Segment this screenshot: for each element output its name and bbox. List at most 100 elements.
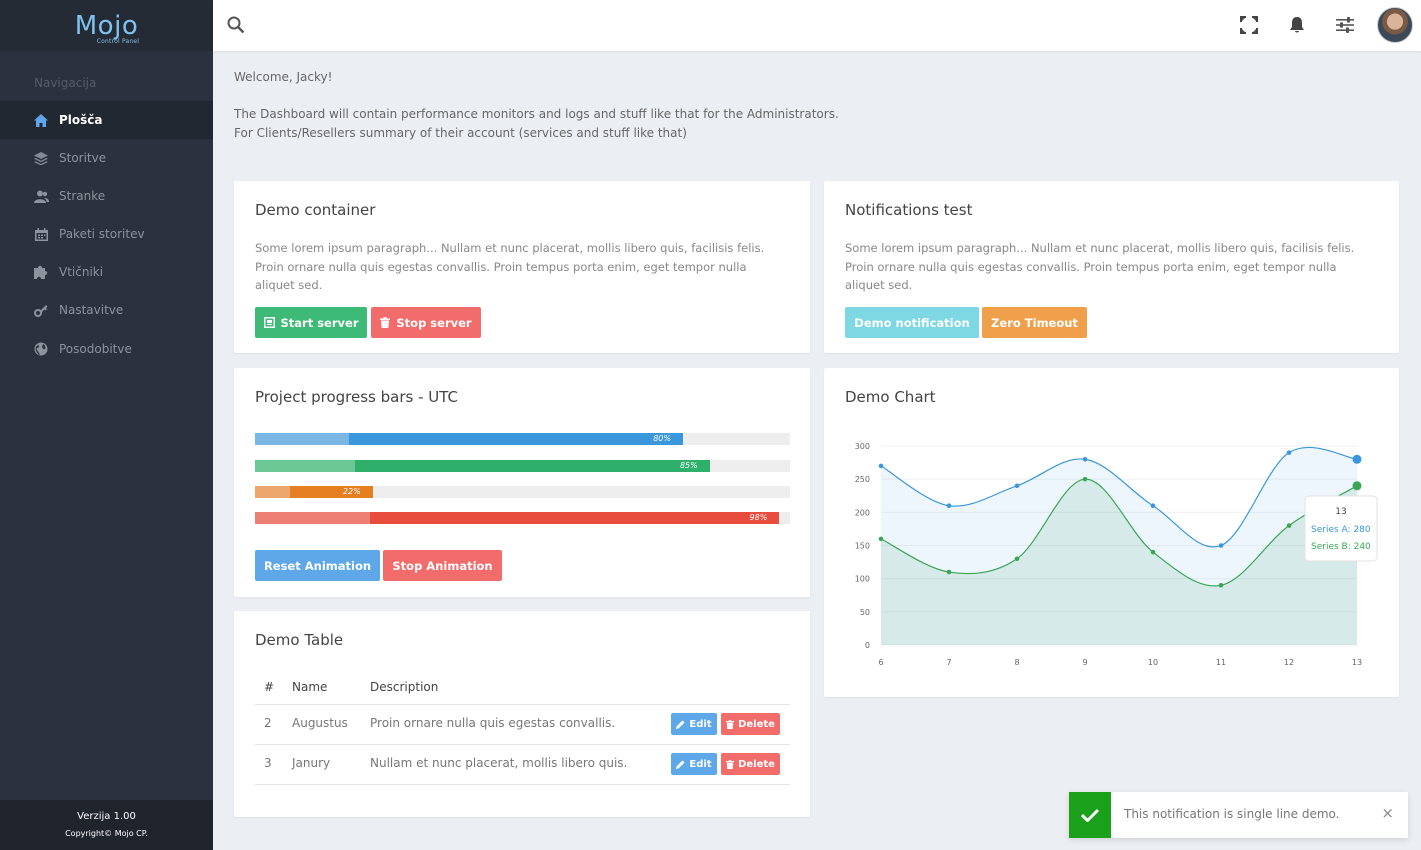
delete-button[interactable]: Delete xyxy=(721,713,780,735)
data-point xyxy=(878,463,884,469)
card-title: Demo Table xyxy=(255,631,344,649)
pencil-icon xyxy=(676,760,685,769)
intro-line-1: The Dashboard will contain performance m… xyxy=(234,107,839,121)
x-tick-label: 6 xyxy=(878,658,883,667)
data-point xyxy=(1014,556,1020,562)
progress-bar-fill: 22% xyxy=(255,486,373,498)
zero-timeout-button[interactable]: Zero Timeout xyxy=(982,307,1087,338)
toast-text: This notification is single line demo. xyxy=(1124,807,1340,821)
search-icon[interactable] xyxy=(225,14,247,36)
checkmark-icon xyxy=(1069,792,1111,838)
card-title: Notifications test xyxy=(845,201,973,219)
reset-animation-button[interactable]: Reset Animation xyxy=(255,550,380,581)
x-tick-label: 13 xyxy=(1352,658,1362,667)
puzzle-icon xyxy=(33,264,49,280)
home-icon xyxy=(33,112,49,128)
progress-bar: 85% xyxy=(255,460,790,472)
layers-icon xyxy=(33,150,49,166)
demo-notification-button[interactable]: Demo notification xyxy=(845,307,979,338)
sidebar-item-posodobitve[interactable]: Posodobitve xyxy=(0,330,213,368)
stop-animation-button[interactable]: Stop Animation xyxy=(383,550,502,581)
card-title: Demo container xyxy=(255,201,376,219)
x-tick-label: 7 xyxy=(946,658,951,667)
logo-text: Mojo Control Panel xyxy=(74,10,140,45)
progress-bar-label: 80% xyxy=(653,434,671,443)
pencil-icon xyxy=(676,720,685,729)
logo[interactable]: Mojo Control Panel xyxy=(0,0,213,51)
x-tick-label: 10 xyxy=(1148,658,1158,667)
progress-bar-label: 22% xyxy=(342,487,361,496)
stop-server-button[interactable]: Stop server xyxy=(371,307,481,338)
data-point xyxy=(1014,483,1020,489)
data-point xyxy=(946,569,952,575)
sidebar-item-label: Plošča xyxy=(59,113,103,127)
trash-icon xyxy=(726,759,735,769)
table-header-description: Description xyxy=(370,680,439,694)
y-tick-label: 250 xyxy=(855,475,870,484)
card-text: Some lorem ipsum paragraph... Nullam et … xyxy=(255,241,765,292)
sidebar-item-stranke[interactable]: Stranke xyxy=(0,177,213,215)
y-tick-label: 0 xyxy=(865,641,870,650)
table-cell-name: Augustus xyxy=(292,716,348,730)
progress-bar-highlight xyxy=(255,460,356,472)
x-tick-label: 9 xyxy=(1082,658,1087,667)
progress-bar-highlight xyxy=(255,512,371,524)
sidebar-item-nastavitve[interactable]: Nastavitve xyxy=(0,291,213,329)
data-point xyxy=(1150,549,1156,555)
table-cell-id: 3 xyxy=(264,756,272,770)
table-cell-id: 2 xyxy=(264,716,272,730)
avatar[interactable] xyxy=(1377,7,1413,43)
x-tick-label: 8 xyxy=(1014,658,1019,667)
sidebar-item-plosca[interactable]: Plošča xyxy=(0,101,213,139)
progress-bar: 22% xyxy=(255,486,790,498)
sidebar-item-label: Vtičniki xyxy=(59,265,104,279)
y-tick-label: 100 xyxy=(855,575,870,584)
sidebar-item-vticniki[interactable]: Vtičniki xyxy=(0,253,213,291)
sidebar: Mojo Control Panel Navigacija Plošča Sto… xyxy=(0,0,213,850)
close-icon[interactable]: × xyxy=(1381,804,1394,822)
data-point xyxy=(1286,450,1292,455)
tooltip-title: 13 xyxy=(1335,507,1346,517)
series-line xyxy=(880,446,1358,548)
progress-card: Project progress bars - UTC 80% 85% 22% 98%… xyxy=(234,368,810,597)
calendar-icon xyxy=(33,226,49,242)
data-point xyxy=(1082,456,1088,462)
y-tick-label: 150 xyxy=(855,542,870,551)
tooltip-series-b: Series B: 240 xyxy=(1311,542,1371,552)
progress-bar-fill: 98% xyxy=(255,512,780,524)
edit-button[interactable]: Edit xyxy=(671,753,717,775)
notifications-test-card: Notifications test Some lorem ipsum para… xyxy=(824,181,1399,353)
trash-icon xyxy=(380,317,391,328)
progress-bar-fill: 80% xyxy=(255,433,683,445)
fullscreen-icon[interactable] xyxy=(1238,14,1260,36)
globe-icon xyxy=(33,341,49,357)
sidebar-item-storitve[interactable]: Storitve xyxy=(0,139,213,177)
edit-button[interactable]: Edit xyxy=(671,713,717,735)
table-divider xyxy=(255,704,790,705)
data-point xyxy=(1218,543,1224,548)
data-point xyxy=(878,536,884,542)
progress-bar: 98% xyxy=(255,512,790,524)
bell-icon[interactable] xyxy=(1286,14,1308,36)
data-point xyxy=(1352,481,1362,491)
card-title: Project progress bars - UTC xyxy=(255,388,458,406)
progress-bar-label: 85% xyxy=(679,461,698,470)
x-tick-label: 11 xyxy=(1216,658,1226,667)
table-divider xyxy=(255,784,790,785)
progress-bar-fill: 85% xyxy=(255,460,710,472)
delete-button[interactable]: Delete xyxy=(721,753,780,775)
y-tick-label: 50 xyxy=(860,608,870,617)
sidebar-item-label: Storitve xyxy=(59,151,107,165)
card-title: Demo Chart xyxy=(845,388,936,406)
series-line xyxy=(880,478,1358,587)
trash-icon xyxy=(726,719,735,729)
table-header-id: # xyxy=(264,680,275,694)
demo-chart-card: Demo Chart 0 50 100 150 200 250 300 6 7 8 9 10 11 12 1… xyxy=(824,368,1399,697)
data-point xyxy=(1150,503,1156,508)
sliders-icon[interactable] xyxy=(1334,14,1356,36)
nav-heading: Navigacija xyxy=(34,76,97,90)
sidebar-item-label: Stranke xyxy=(59,189,106,203)
sidebar-item-paketi-storitev[interactable]: Paketi storitev xyxy=(0,215,213,253)
start-server-button[interactable]: Start server xyxy=(255,307,367,338)
data-point xyxy=(1082,476,1088,482)
